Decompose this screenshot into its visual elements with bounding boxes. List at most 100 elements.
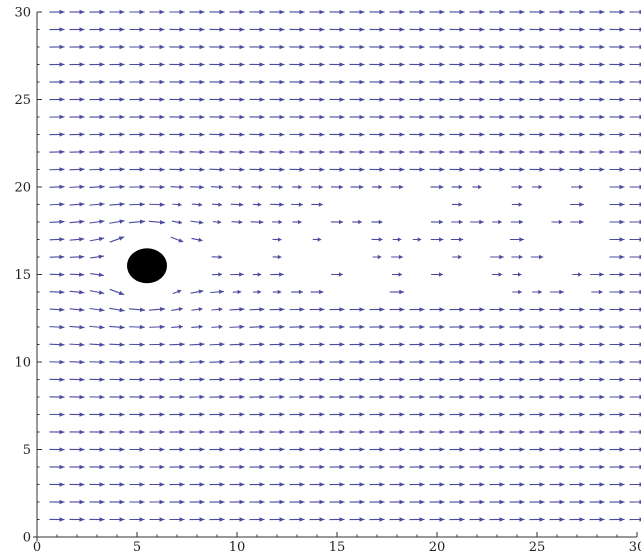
vector-arrow: [269, 114, 285, 120]
vector-arrow: [149, 412, 165, 417]
vector-arrow: [191, 237, 203, 242]
vector-arrow: [549, 79, 565, 85]
vector-arrow: [529, 482, 545, 487]
vector-arrow: [309, 342, 325, 347]
vector-arrow: [149, 9, 165, 15]
vector-arrow: [609, 377, 625, 382]
vector-arrow: [89, 464, 105, 470]
vector-arrow: [629, 272, 641, 277]
vector-arrow: [589, 412, 605, 417]
vector-arrow: [409, 412, 425, 417]
vector-arrow: [271, 219, 283, 225]
vector-arrow: [429, 9, 445, 15]
vector-arrow: [109, 202, 125, 207]
vector-arrow: [69, 290, 85, 295]
vector-arrow: [549, 377, 565, 382]
vector-arrow: [629, 482, 641, 487]
vector-arrow: [349, 517, 365, 522]
vector-arrow: [589, 377, 605, 382]
vector-arrow: [429, 27, 445, 32]
vector-arrow: [389, 359, 405, 365]
vector-arrow: [409, 517, 425, 522]
vector-arrow: [429, 149, 445, 155]
vector-arrow: [69, 237, 85, 242]
vector-arrow: [389, 377, 405, 382]
vector-arrow: [349, 149, 365, 155]
vector-arrow: [129, 377, 145, 382]
vector-arrow: [149, 132, 165, 137]
vector-arrow: [69, 132, 85, 137]
vector-arrow: [609, 27, 625, 32]
vector-arrow: [49, 517, 65, 522]
vector-arrow: [49, 9, 65, 15]
vector-arrow: [170, 184, 184, 190]
vector-arrow: [469, 447, 485, 452]
vector-arrow: [169, 377, 185, 382]
vector-arrow: [349, 464, 365, 470]
vector-arrow: [129, 447, 145, 452]
vector-arrow: [211, 254, 223, 260]
vector-arrow: [149, 429, 165, 435]
vector-arrow: [329, 97, 345, 102]
vector-arrow: [529, 149, 545, 155]
vector-arrow: [589, 464, 605, 470]
vector-arrow: [389, 342, 405, 347]
vector-arrow: [449, 9, 465, 15]
vector-arrow: [49, 114, 65, 120]
vector-arrow: [509, 149, 525, 155]
vector-arrow: [309, 114, 325, 120]
vector-arrow: [211, 307, 223, 312]
vector-arrow: [389, 167, 405, 172]
vector-arrow: [169, 167, 185, 172]
vector-arrow: [609, 464, 625, 470]
vector-arrow: [409, 132, 425, 137]
vector-arrow: [69, 219, 85, 224]
vector-arrow: [289, 464, 305, 470]
vector-arrow: [449, 464, 465, 470]
vector-arrow: [349, 97, 365, 102]
vector-arrow: [109, 464, 125, 470]
vector-arrow: [369, 394, 385, 400]
vector-arrow: [509, 429, 525, 435]
vector-arrow: [449, 62, 465, 67]
vector-arrow: [69, 272, 85, 277]
vector-arrow: [489, 324, 505, 330]
vector-arrow: [171, 220, 183, 225]
vector-arrow: [210, 289, 224, 294]
vector-arrow: [189, 167, 205, 172]
vector-arrow: [129, 97, 145, 102]
vector-arrow: [69, 482, 85, 487]
vector-arrow: [549, 464, 565, 470]
vector-arrow: [609, 342, 625, 347]
vector-arrow: [469, 149, 485, 155]
vector-arrow: [510, 219, 524, 225]
vector-arrow: [209, 464, 225, 470]
vector-arrow: [470, 219, 484, 225]
vector-arrow: [509, 324, 525, 330]
vector-arrow: [449, 44, 465, 50]
x-tick-label: 30: [629, 540, 641, 554]
vector-arrow: [209, 342, 225, 347]
vector-arrow: [489, 394, 505, 400]
vector-arrow: [449, 377, 465, 382]
vector-arrow: [349, 44, 365, 50]
vector-arrow: [409, 79, 425, 85]
vector-arrow: [69, 359, 85, 365]
vector-arrow: [469, 307, 485, 312]
vector-arrow: [190, 220, 204, 225]
vector-arrow: [189, 359, 205, 365]
vector-arrow: [509, 342, 525, 347]
vector-arrow: [229, 132, 245, 137]
vector-arrow: [172, 289, 182, 295]
vector-arrow: [609, 482, 625, 487]
vector-arrow: [69, 184, 85, 190]
vector-arrow: [489, 167, 505, 172]
vector-arrow: [149, 482, 165, 487]
vector-arrow: [270, 272, 284, 277]
vector-arrow: [529, 44, 545, 50]
vector-arrow: [529, 464, 545, 470]
vector-arrow: [409, 394, 425, 400]
vector-arrow: [289, 394, 305, 400]
vector-arrow: [629, 202, 641, 207]
vector-arrow: [349, 342, 365, 347]
